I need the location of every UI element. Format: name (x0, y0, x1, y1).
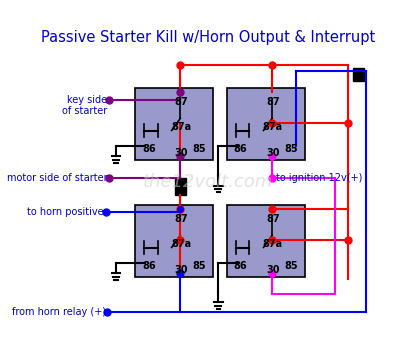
Bar (353, 68, 364, 81)
Text: key side
of starter: key side of starter (62, 95, 107, 116)
Bar (227, 88, 305, 159)
Text: to ignition 12v(+): to ignition 12v(+) (277, 173, 363, 183)
Text: 30: 30 (266, 148, 279, 158)
Text: Passive Starter Kill w/Horn Output & Interrupt: Passive Starter Kill w/Horn Output & Int… (41, 30, 375, 45)
Text: 86: 86 (234, 261, 248, 271)
Bar (175, 178, 185, 195)
Text: 85: 85 (285, 261, 298, 271)
Text: 87a: 87a (263, 239, 283, 250)
Text: 86: 86 (142, 261, 156, 271)
Text: to horn positive: to horn positive (27, 207, 104, 218)
Text: 85: 85 (285, 144, 298, 154)
Text: 87: 87 (266, 97, 280, 107)
Text: 30: 30 (174, 265, 188, 275)
Text: 85: 85 (193, 144, 206, 154)
Text: 87: 87 (266, 214, 280, 224)
Text: 30: 30 (174, 148, 188, 158)
Bar (135, 206, 213, 277)
Text: 87a: 87a (171, 239, 191, 250)
Text: 85: 85 (193, 261, 206, 271)
Text: 86: 86 (142, 144, 156, 154)
Text: the12volt.com: the12volt.com (143, 173, 273, 191)
Text: 87a: 87a (263, 122, 283, 132)
Text: 87a: 87a (171, 122, 191, 132)
Bar (135, 88, 213, 159)
Text: from horn relay (+): from horn relay (+) (12, 307, 106, 317)
Text: 30: 30 (266, 265, 279, 275)
Text: 87: 87 (174, 214, 188, 224)
Text: motor side of starter: motor side of starter (7, 173, 107, 183)
Text: 86: 86 (234, 144, 248, 154)
Text: 87: 87 (174, 97, 188, 107)
Bar (227, 206, 305, 277)
